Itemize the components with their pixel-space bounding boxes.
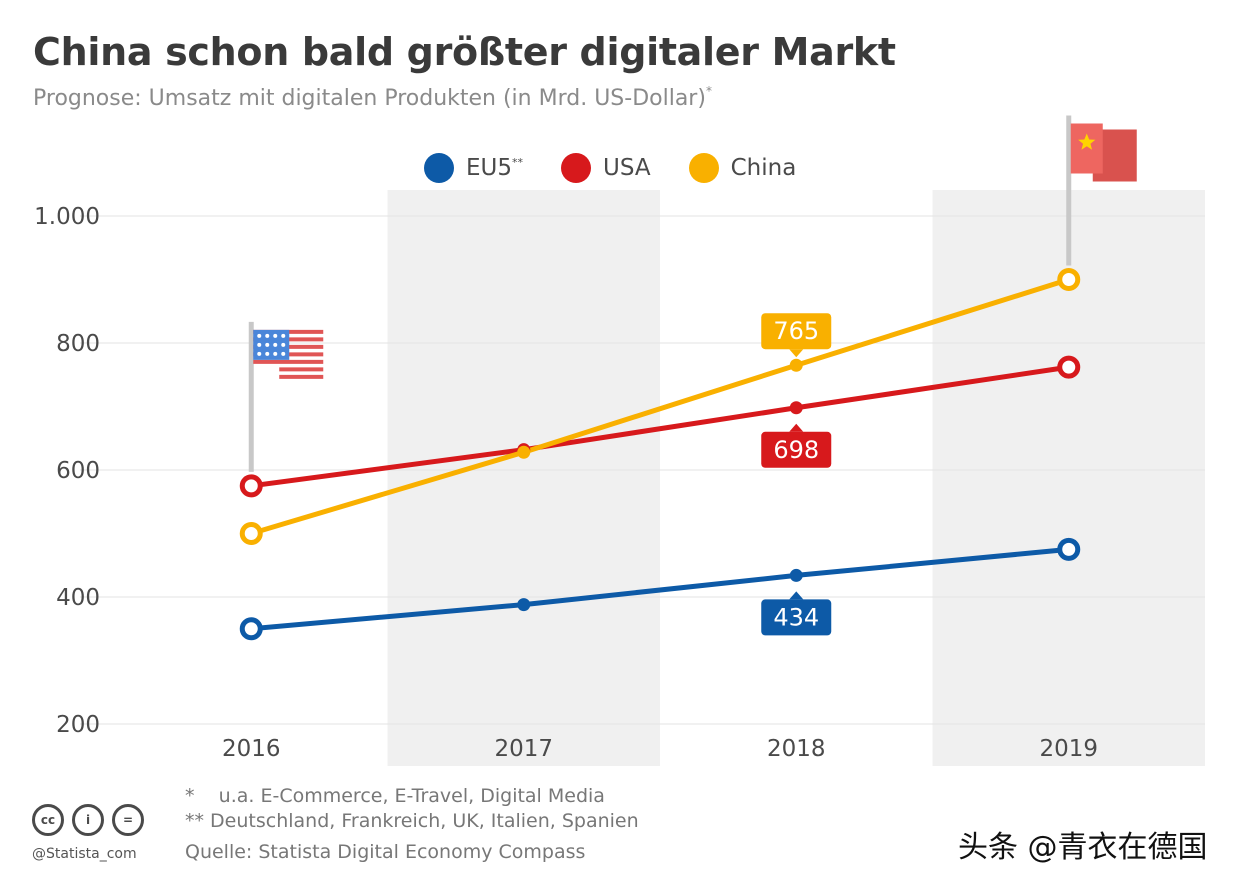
usa-flag-star	[265, 351, 270, 356]
chart-subtitle: Prognose: Umsatz mit digitalen Produkten…	[33, 84, 712, 111]
footnote-1-text: u.a. E-Commerce, E-Travel, Digital Media	[218, 785, 605, 807]
column-band-2017	[387, 190, 660, 766]
x-tick-label: 2018	[767, 736, 826, 762]
series-line-eu5	[251, 546, 1069, 632]
usa-flag-star	[281, 333, 286, 338]
footnote-2-text: Deutschland, Frankreich, UK, Italien, Sp…	[210, 810, 639, 832]
data-label-eu5: 434	[773, 603, 819, 631]
legend-swatch-china	[688, 153, 719, 183]
data-point-eu5	[517, 598, 531, 612]
legend-label-usa: USA	[603, 155, 651, 181]
footnote-2-mark: **	[185, 810, 204, 832]
footnote-2: ** Deutschland, Frankreich, UK, Italien,…	[185, 809, 639, 834]
data-point-eu5	[1057, 537, 1081, 561]
series-line-usa	[250, 364, 1070, 489]
data-point-eu5	[239, 617, 263, 641]
data-point-usa	[1057, 355, 1081, 379]
data-point-china	[1057, 268, 1081, 291]
usa-flag-star	[265, 333, 270, 338]
data-point-china	[517, 445, 531, 459]
usa-flag-stripe	[253, 359, 324, 364]
usa-flag-star	[281, 351, 286, 356]
equals-icon: =	[112, 804, 144, 836]
data-point-china	[789, 358, 803, 372]
usa-flag-stripe	[279, 367, 324, 372]
legend-mark-eu5: **	[512, 156, 523, 169]
source-note: Quelle: Statista Digital Economy Compass	[185, 841, 586, 863]
data-label-box-china	[761, 313, 832, 350]
x-tick-label: 2017	[494, 736, 553, 762]
data-label-box-usa	[761, 431, 832, 468]
subtitle-text: Prognose: Umsatz mit digitalen Produkten…	[33, 86, 706, 111]
footnote-1-mark: *	[185, 785, 195, 807]
data-label-pointer-eu5	[789, 591, 804, 600]
y-tick-label: 200	[56, 712, 100, 738]
usa-flag-star	[273, 342, 278, 347]
footnote-1: * u.a. E-Commerce, E-Travel, Digital Med…	[185, 784, 639, 809]
legend: EU5** USA China	[424, 150, 834, 186]
usa-flag-star	[281, 342, 286, 347]
data-label-pointer-usa	[789, 423, 804, 432]
legend-item-eu5: EU5**	[424, 153, 523, 183]
data-label-pointer-china	[789, 349, 804, 358]
usa-flag-star	[257, 333, 262, 338]
usa-flag-star	[273, 333, 278, 338]
china-flag-star	[1078, 133, 1096, 150]
data-point-usa	[789, 401, 803, 415]
data-point-china	[239, 522, 263, 545]
china-flag-front	[1070, 123, 1103, 174]
usa-flag-star	[257, 351, 262, 356]
chart-title: China schon bald größter digitaler Markt	[33, 30, 896, 74]
person-icon: i	[72, 804, 104, 836]
data-point-eu5	[789, 568, 803, 582]
footnotes: * u.a. E-Commerce, E-Travel, Digital Med…	[185, 784, 639, 834]
legend-item-usa: USA	[561, 153, 651, 183]
usa-flag-star	[257, 342, 262, 347]
y-tick-label: 400	[56, 585, 100, 611]
series-line-china	[250, 277, 1070, 536]
data-label-china: 765	[773, 317, 819, 345]
y-tick-label: 600	[56, 458, 100, 484]
data-label-usa: 698	[773, 436, 819, 464]
x-tick-label: 2019	[1039, 736, 1098, 762]
subtitle-footnote-mark: *	[705, 84, 712, 98]
legend-label-eu5: EU5	[466, 155, 512, 181]
data-point-usa	[239, 474, 263, 498]
statista-brand: @Statista_com	[32, 846, 137, 862]
legend-label-china: China	[730, 155, 797, 181]
legend-item-china: China	[688, 153, 797, 183]
license-icons: cc i =	[32, 804, 152, 836]
usa-flag-star	[273, 351, 278, 356]
legend-swatch-usa	[561, 153, 591, 183]
y-tick-label: 800	[56, 331, 100, 357]
x-tick-label: 2016	[222, 736, 281, 762]
usa-flag-star	[265, 342, 270, 347]
usa-flag-stripe	[279, 374, 324, 379]
y-tick-label: 1.000	[34, 204, 100, 230]
cc-icon: cc	[32, 804, 64, 836]
watermark: 头条 @青衣在德国	[958, 830, 1208, 865]
data-label-box-eu5	[761, 599, 832, 636]
legend-swatch-eu5	[424, 153, 454, 183]
